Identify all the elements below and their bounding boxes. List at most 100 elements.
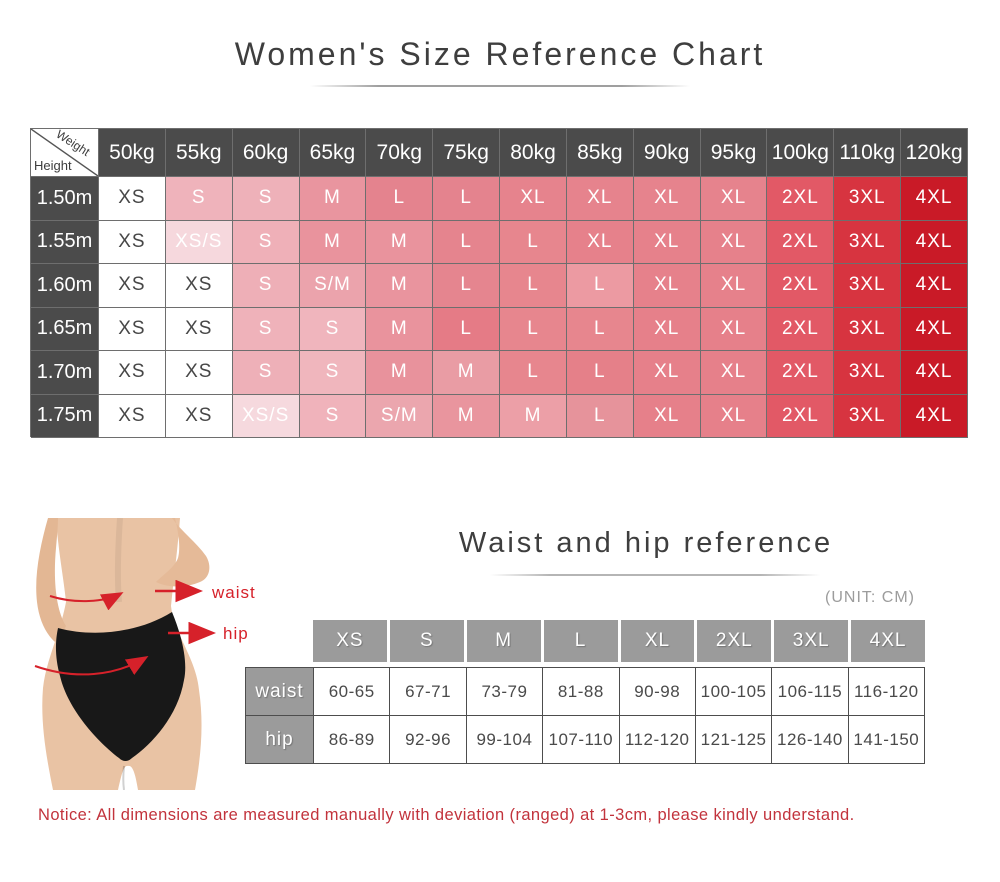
size-cell: M [366, 264, 434, 308]
size-cell: XL [633, 351, 701, 395]
size-cell: XS [99, 394, 166, 438]
height-label-cell: 1.60m [31, 264, 99, 308]
size-cell: L [366, 177, 434, 221]
unit-note: (UNIT: CM) [825, 589, 915, 606]
size-cell: XS [165, 307, 233, 351]
size-cell: L [566, 307, 634, 351]
measurement-row-label: hip [246, 716, 314, 764]
measurement-value-cell: 81-88 [543, 668, 620, 716]
size-cell: XL [633, 264, 701, 308]
measurement-value-cell: 126-140 [772, 716, 849, 764]
size-cell: M [299, 220, 367, 264]
weight-header-cell: 70kg [366, 129, 434, 177]
size-cell: XL [700, 351, 768, 395]
size-cell: S [299, 394, 367, 438]
size-cell: 3XL [834, 177, 902, 221]
size-cell: XL [700, 264, 768, 308]
size-cell: M [433, 394, 501, 438]
size-cell: L [433, 220, 501, 264]
size-cell: XS/S [165, 220, 233, 264]
size-cell: XS [99, 177, 166, 221]
size-cell: M [433, 351, 501, 395]
size-cell: M [366, 220, 434, 264]
size-cell: XS [99, 351, 166, 395]
size-cell: XL [566, 177, 634, 221]
measurement-row-label: waist [246, 668, 314, 716]
size-cell: 4XL [901, 351, 968, 395]
corner-cell: Weight Height [31, 127, 99, 177]
measurement-value-cell: 107-110 [543, 716, 620, 764]
size-cell: 3XL [834, 307, 902, 351]
size-cell: 4XL [901, 177, 968, 221]
measurement-value-cell: 92-96 [390, 716, 467, 764]
size-cell: 3XL [834, 220, 902, 264]
size-cell: M [366, 307, 434, 351]
size-cell: S [232, 177, 300, 221]
size-cell: M [500, 394, 567, 438]
height-label-cell: 1.55m [31, 220, 99, 264]
corner-height-label: Height [34, 158, 72, 173]
size-cell: XL [700, 177, 768, 221]
right-arm [156, 518, 210, 587]
size-cell: XS [99, 307, 166, 351]
weight-header-cell: 60kg [232, 129, 300, 177]
weight-header-cell: 110kg [834, 129, 902, 177]
size-cell: XL [700, 394, 768, 438]
measurement-value-cell: 60-65 [314, 668, 391, 716]
measurement-value-cell: 116-120 [848, 668, 925, 716]
size-cell: XS [99, 220, 166, 264]
size-cell: L [500, 220, 567, 264]
size-reference-table: Weight Height 50kg 55kg 60kg 65kg 70kg 75kg 80… [30, 127, 968, 438]
weight-header-cell: 95kg [700, 129, 768, 177]
waist-hip-title-divider [490, 574, 820, 576]
size-cell: XL [633, 394, 701, 438]
height-label-cell: 1.75m [31, 394, 99, 438]
size-cell: 3XL [834, 264, 902, 308]
size-cell: 3XL [834, 351, 902, 395]
size-cell: XL [700, 220, 768, 264]
size-cell: 4XL [901, 307, 968, 351]
measurement-value-cell: 106-115 [772, 668, 849, 716]
measurement-value-cell: 121-125 [695, 716, 773, 764]
size-cell: 2XL [767, 177, 835, 221]
measurement-value-cell: 67-71 [390, 668, 467, 716]
size-cell: M [299, 177, 367, 221]
size-column-header: S [389, 620, 464, 662]
measurement-value-cell: 141-150 [848, 716, 925, 764]
size-cell: XS/S [232, 394, 300, 438]
size-cell: XL [633, 307, 701, 351]
measurement-value-cell: 100-105 [695, 668, 773, 716]
size-column-header: 3XL [774, 620, 849, 662]
size-cell: M [366, 351, 434, 395]
waist-hip-section-title: Waist and hip reference [458, 527, 834, 559]
measurement-value-cell: 90-98 [619, 668, 696, 716]
size-cell: S/M [299, 264, 367, 308]
size-cell: S [232, 264, 300, 308]
size-cell: 3XL [834, 394, 902, 438]
size-cell: XS [165, 264, 233, 308]
size-cell: XL [633, 220, 701, 264]
size-cell: XS [99, 264, 166, 308]
measurement-figure [20, 517, 320, 791]
waist-annotation-label: waist [212, 583, 256, 602]
size-cell: XS [165, 394, 233, 438]
height-label-cell: 1.50m [31, 177, 99, 221]
size-cell: L [500, 264, 567, 308]
height-label-cell: 1.70m [31, 351, 99, 395]
body-figure-image [34, 517, 216, 791]
measurement-value-cell: 73-79 [466, 668, 544, 716]
size-column-header: XL [620, 620, 695, 662]
panty-shape [55, 612, 186, 761]
size-cell: L [500, 351, 567, 395]
weight-header-cell: 65kg [299, 129, 367, 177]
weight-header-cell: 80kg [500, 129, 567, 177]
left-arm [36, 518, 66, 642]
hip-annotation-label: hip [223, 624, 249, 643]
measurement-value-cell: 112-120 [619, 716, 696, 764]
size-cell: L [566, 351, 634, 395]
measurement-value-cell: 86-89 [314, 716, 391, 764]
size-cell: S [232, 351, 300, 395]
weight-header-cell: 120kg [901, 129, 968, 177]
weight-header-cell: 100kg [767, 129, 835, 177]
size-cell: 2XL [767, 264, 835, 308]
